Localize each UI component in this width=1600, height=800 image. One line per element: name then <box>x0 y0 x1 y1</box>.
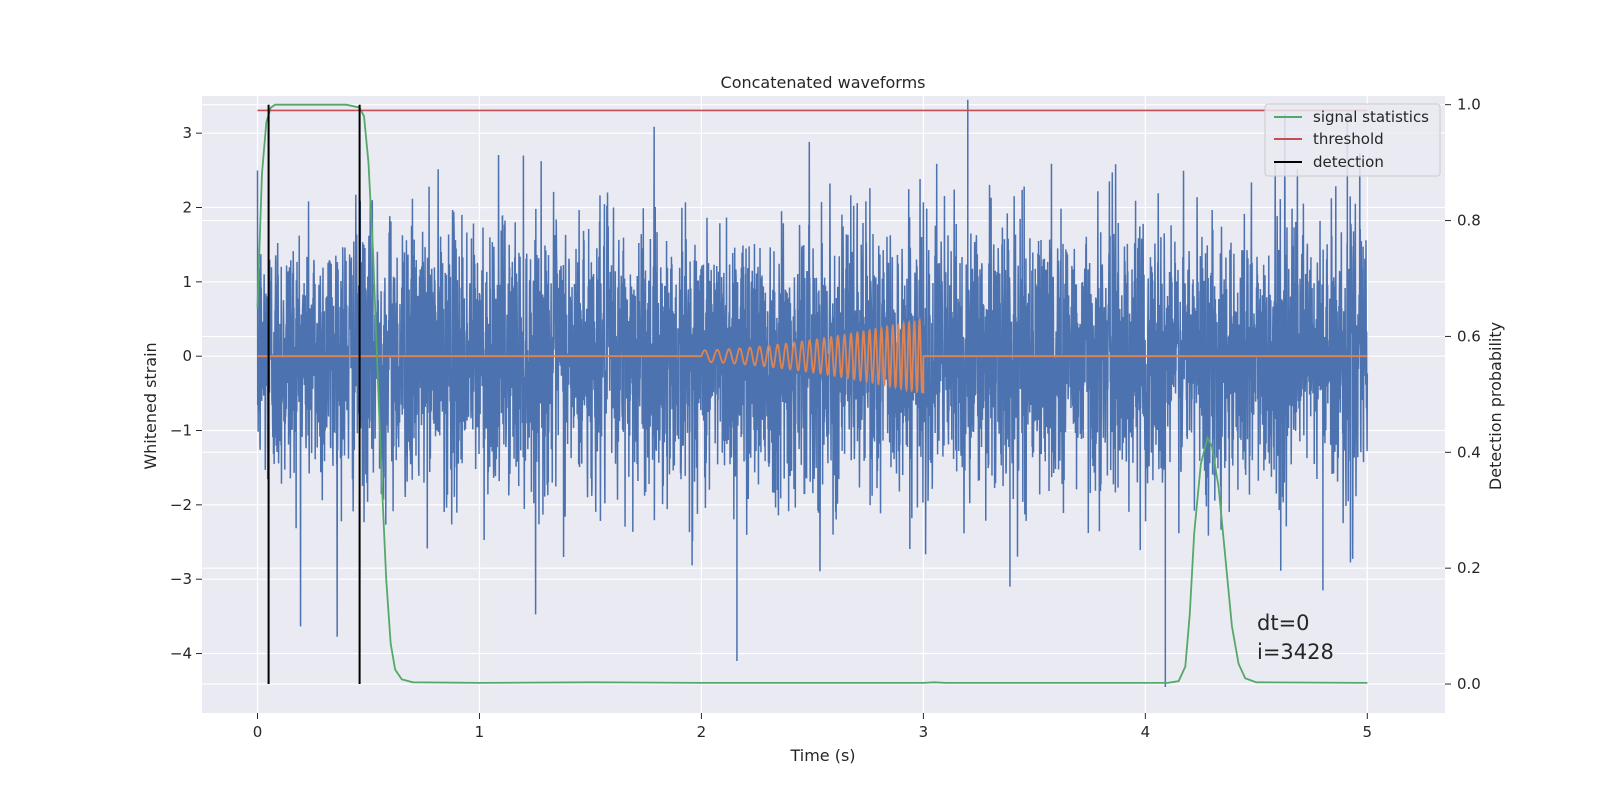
y-right-tick-label-4: 0.8 <box>1457 212 1481 230</box>
y-right-tick-label-5: 1.0 <box>1457 96 1481 114</box>
legend: signal statistics threshold detection <box>1264 103 1441 177</box>
x-tick-label-3: 3 <box>919 723 929 741</box>
y-right-tick-label-2: 0.4 <box>1457 443 1481 461</box>
y-tick-label-3: −1 <box>170 422 192 440</box>
y-tick-label-7: 3 <box>182 124 192 142</box>
chart-title: Concatenated waveforms <box>721 73 926 92</box>
annotation-dt: dt=0 <box>1257 611 1310 635</box>
chirp-line <box>257 316 1368 394</box>
y-axis-right-ticks: 0.0 0.2 0.4 0.6 0.8 1.0 <box>1445 96 1481 693</box>
y-tick-label-2: −2 <box>170 496 192 514</box>
legend-label-threshold: threshold <box>1313 130 1384 148</box>
x-axis-label: Time (s) <box>789 746 855 765</box>
x-axis-ticks: 0 1 2 3 4 5 <box>253 713 1372 741</box>
y-tick-label-1: −3 <box>170 570 192 588</box>
signal-statistics-series <box>256 103 1368 684</box>
legend-label-signal-statistics: signal statistics <box>1313 108 1429 126</box>
y-axis-label: Whitened strain <box>141 342 160 469</box>
x-tick-label-5: 5 <box>1363 723 1373 741</box>
y-right-tick-label-0: 0.0 <box>1457 675 1481 693</box>
annotation: dt=0 i=3428 <box>1257 611 1334 664</box>
legend-box <box>1264 103 1441 177</box>
y-tick-label-0: −4 <box>170 645 192 663</box>
legend-label-detection: detection <box>1313 153 1384 171</box>
detection-lines <box>267 104 361 685</box>
annotation-i: i=3428 <box>1257 640 1334 664</box>
noise-series <box>256 99 1369 687</box>
noise-line <box>256 99 1369 687</box>
x-tick-label-4: 4 <box>1141 723 1151 741</box>
y-right-tick-label-1: 0.2 <box>1457 559 1481 577</box>
x-tick-label-2: 2 <box>697 723 707 741</box>
x-tick-label-0: 0 <box>253 723 263 741</box>
x-tick-label-1: 1 <box>475 723 485 741</box>
y-axis-ticks: −4 −3 −2 −1 0 1 2 3 <box>170 124 202 663</box>
y-axis-right-label: Detection probability <box>1486 322 1505 490</box>
y-tick-label-6: 2 <box>182 199 192 217</box>
y-tick-label-5: 1 <box>182 273 192 291</box>
signal-statistics-line <box>256 103 1368 684</box>
y-tick-label-4: 0 <box>182 347 192 365</box>
y-right-tick-label-3: 0.6 <box>1457 327 1481 345</box>
chirp-series <box>257 316 1368 394</box>
